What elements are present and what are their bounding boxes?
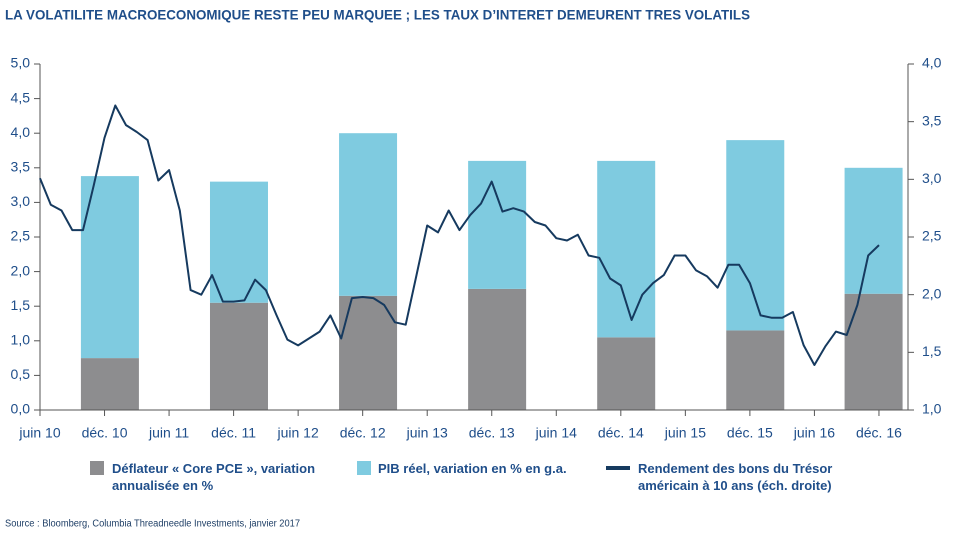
bar (844, 167, 903, 294)
x-tick-label: déc. 10 (82, 425, 128, 441)
x-tick-label: juin 10 (18, 425, 60, 441)
y2-tick-label: 2,0 (922, 285, 942, 301)
y-tick-label: 1,5 (11, 297, 31, 313)
bar (209, 302, 268, 410)
y-tick-label: 0,5 (11, 366, 31, 382)
y-tick-label: 4,0 (11, 124, 31, 140)
y-tick-label: 0,0 (11, 401, 31, 417)
x-tick-label: juin 14 (535, 425, 577, 441)
y-tick-label: 5,0 (11, 55, 31, 71)
bar (80, 176, 139, 359)
legend-swatch (357, 461, 371, 475)
y-tick-label: 2,0 (11, 262, 31, 278)
x-tick-label: déc. 15 (727, 425, 773, 441)
y-tick-label: 3,0 (11, 193, 31, 209)
y-tick-label: 3,5 (11, 159, 31, 175)
y-tick-label: 2,5 (11, 228, 31, 244)
y2-tick-label: 1,0 (922, 401, 942, 417)
x-tick-label: déc. 12 (340, 425, 386, 441)
y2-tick-label: 2,5 (922, 228, 942, 244)
bar (339, 295, 398, 410)
bar (726, 330, 785, 410)
bar (597, 337, 656, 410)
legend-swatch (90, 461, 104, 475)
y-tick-label: 1,0 (11, 332, 31, 348)
bar (468, 160, 527, 289)
x-tick-label: juin 13 (406, 425, 448, 441)
x-tick-label: juin 16 (793, 425, 835, 441)
bar (468, 288, 527, 410)
y-tick-label: 4,5 (11, 89, 31, 105)
x-tick-label: déc. 16 (856, 425, 902, 441)
chart-title: LA VOLATILITE MACROECONOMIQUE RESTE PEU … (5, 7, 750, 23)
bar (339, 133, 398, 296)
bar (597, 160, 656, 338)
y2-tick-label: 4,0 (922, 55, 942, 71)
y2-tick-label: 3,5 (922, 112, 942, 128)
x-tick-label: juin 15 (664, 425, 706, 441)
bar (844, 293, 903, 410)
legend-label: Rendement des bons du Trésor américain à… (638, 461, 833, 493)
legend-swatch (606, 466, 630, 470)
source: Source : Bloomberg, Columbia Threadneedl… (5, 519, 300, 530)
bar (80, 358, 139, 410)
line (39, 104, 880, 366)
legend-label: Déflateur « Core PCE », variation annual… (112, 461, 316, 493)
x-tick-label: déc. 14 (598, 425, 644, 441)
x-tick-label: déc. 13 (469, 425, 515, 441)
x-tick-label: déc. 11 (211, 425, 256, 441)
x-tick-label: juin 11 (148, 425, 189, 441)
y2-tick-label: 3,0 (922, 170, 942, 186)
legend-label: PIB réel, variation en % en g.a. (378, 461, 567, 476)
x-tick-label: juin 12 (277, 425, 319, 441)
y2-tick-label: 1,5 (922, 343, 942, 359)
